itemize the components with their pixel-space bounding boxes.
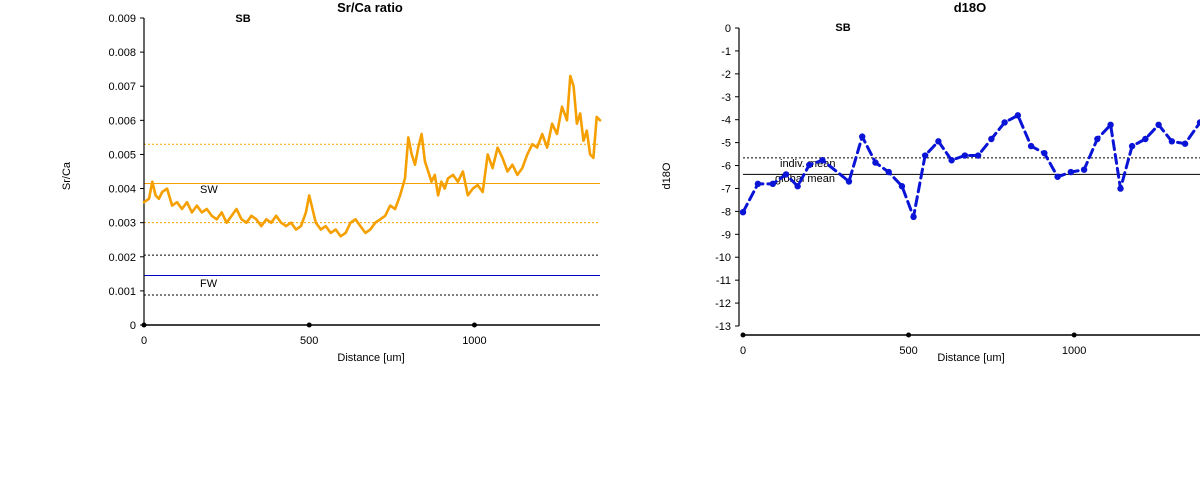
d18o-y-tick-label: -2: [721, 69, 731, 81]
d18o-y-tick-label: -6: [721, 161, 731, 173]
srca-x-tick-label: 0: [141, 335, 147, 347]
d18o-y-tick-label: -12: [715, 298, 731, 310]
d18o-y-tick-label: -5: [721, 138, 731, 150]
d18o-y-tick-label: -10: [715, 252, 731, 264]
d18o-data-point: [1181, 140, 1189, 147]
d18o-data-point: [1041, 149, 1048, 157]
srca-y-tick-label: 0.007: [108, 81, 136, 93]
d18o-data-point: [872, 159, 879, 166]
d18o-y-tick-label: -3: [721, 92, 731, 104]
d18o-data-point: [845, 178, 853, 185]
srca-x-tick-label: 500: [300, 335, 318, 347]
srca-x-tick-mark: [471, 322, 477, 328]
d18o-x-tick-label: 500: [899, 345, 917, 357]
srca-y-tick-label: 0.003: [108, 218, 136, 230]
d18o-x-axis-label: Distance [um]: [937, 352, 1004, 364]
d18o-y-tick-label: -4: [721, 115, 731, 127]
d18o-data-point: [974, 152, 982, 159]
srca-series-line: [142, 74, 602, 238]
d18o-data-point: [1067, 168, 1075, 176]
fw-line-label: FW: [200, 278, 218, 290]
d18o-data-point: [1117, 185, 1124, 192]
d18o-data-point: [910, 213, 917, 221]
d18o-data-point: [1014, 112, 1022, 119]
d18o-data-point: [935, 138, 942, 145]
d18o-sample-label: SB: [835, 22, 850, 34]
srca-chart-title: Sr/Ca ratio: [337, 0, 403, 15]
d18o-data-point: [988, 135, 995, 143]
d18o-data-point: [898, 183, 906, 190]
srca-y-tick-label: 0.006: [108, 115, 136, 127]
d18o-data-point: [1080, 166, 1088, 173]
d18o-y-tick-label: -1: [721, 46, 731, 58]
sw-line-label: SW: [200, 184, 218, 196]
d18o-y-tick-label: -7: [721, 183, 731, 195]
d18o-y-tick-label: 0: [725, 23, 731, 35]
srca-y-tick-label: 0.009: [108, 13, 136, 25]
srca-chart: Sr/Ca ratio SB Distance [um] Sr/Ca SW FW…: [61, 0, 602, 364]
srca-y-tick-label: 0.004: [108, 184, 136, 196]
d18o-x-tick-mark: [1071, 332, 1077, 338]
d18o-data-point: [1094, 135, 1101, 143]
d18o-data-point: [961, 152, 969, 159]
d18o-data-point: [806, 161, 813, 169]
d18o-y-tick-label: -11: [716, 275, 731, 287]
srca-y-axis-label: Sr/Ca: [61, 161, 73, 190]
d18o-data-point: [1128, 142, 1136, 150]
d18o-data-point: [754, 180, 762, 188]
d18o-data-point: [1168, 138, 1176, 145]
d18o-data-point: [859, 133, 866, 140]
d18o-data-point: [1142, 135, 1149, 143]
srca-x-axis-label: Distance [um]: [337, 352, 404, 364]
d18o-y-tick-label: -8: [721, 206, 731, 218]
d18o-data-point: [819, 157, 826, 164]
srca-y-tick-label: 0.002: [108, 252, 136, 264]
srca-y-tick-label: 0: [130, 320, 136, 332]
d18o-chart-title: d18O: [954, 0, 987, 15]
srca-sample-label: SB: [235, 13, 250, 25]
d18o-y-tick-label: -13: [715, 321, 731, 333]
d18o-data-point: [1001, 119, 1008, 126]
d18o-data-point: [1027, 142, 1035, 150]
srca-x-tick-mark: [141, 322, 147, 328]
d18o-y-axis-label: d18O: [661, 162, 673, 189]
d18o-data-point: [1054, 173, 1061, 180]
d18o-data-point: [948, 157, 955, 164]
d18o-x-tick-mark: [740, 332, 746, 338]
d18o-data-point: [921, 152, 929, 159]
srca-y-tick-label: 0.001: [108, 286, 136, 298]
srca-x-tick-label: 1000: [462, 335, 486, 347]
d18o-data-point: [1107, 121, 1114, 129]
srca-x-tick-mark: [306, 322, 312, 328]
d18o-x-tick-mark: [906, 332, 912, 338]
d18o-data-point: [782, 171, 790, 178]
global-mean-label: global mean: [775, 173, 835, 185]
d18o-chart: d18O SB Distance [um] d18O indiv. mean g…: [661, 0, 1200, 364]
d18o-data-point: [769, 180, 777, 188]
d18o-data-point: [739, 209, 747, 216]
d18o-data-point: [1196, 119, 1200, 126]
srca-y-tick-label: 0.005: [108, 149, 136, 161]
d18o-x-tick-label: 1000: [1062, 345, 1086, 357]
srca-y-tick-label: 0.008: [108, 47, 136, 59]
d18o-x-tick-label: 0: [740, 345, 746, 357]
d18o-data-point: [794, 183, 801, 190]
d18o-data-point: [1155, 121, 1162, 129]
d18o-data-point: [885, 168, 892, 176]
d18o-y-tick-label: -9: [721, 229, 731, 241]
